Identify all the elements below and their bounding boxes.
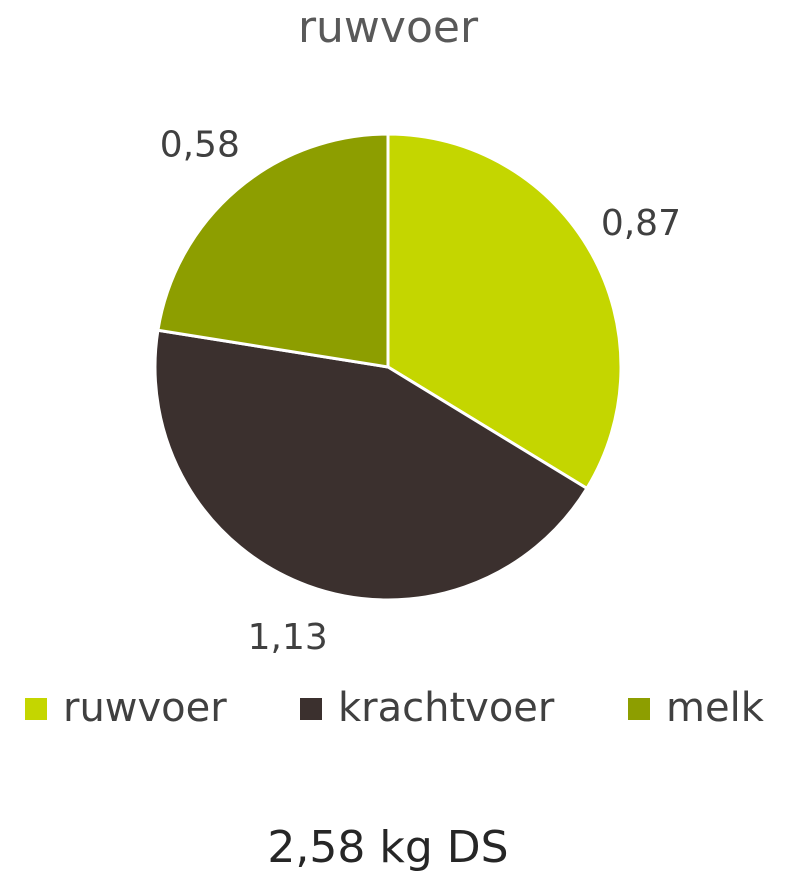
legend-label: krachtvoer	[338, 685, 555, 731]
legend-swatch	[628, 698, 650, 720]
legend-label: ruwvoer	[63, 685, 227, 731]
annotation: 2,58 kg DS	[267, 822, 508, 873]
pie-slice	[153, 328, 589, 602]
legend-swatch	[300, 698, 322, 720]
legend-swatch	[25, 698, 47, 720]
data-label: 0,58	[160, 124, 240, 165]
pie-slice	[386, 132, 623, 491]
legend-label: melk	[666, 685, 765, 731]
data-label: 0,87	[601, 203, 681, 244]
chart-title: ruwvoer	[298, 2, 479, 53]
pie-slice	[156, 132, 390, 369]
data-label: 1,13	[248, 617, 328, 658]
